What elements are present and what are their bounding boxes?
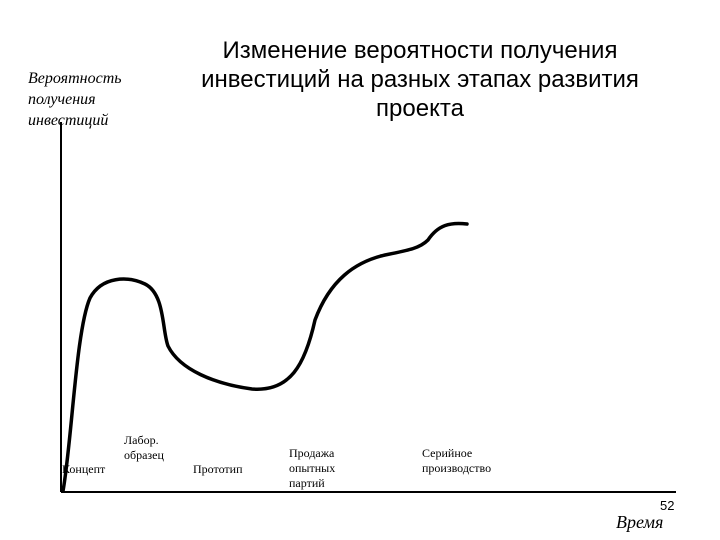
probability-curve [61,221,469,493]
stage-label-line: образец [124,448,164,462]
stage-label-line: партий [289,476,325,490]
stage-concept: Концепт [62,462,105,477]
y-axis-label-line: Вероятность [28,70,122,87]
stage-label-line: Лабор. [124,433,159,447]
stage-pilot-sales: Продажа опытных партий [289,446,335,491]
x-axis-label: Время [616,512,664,532]
stage-label-line: производство [422,461,492,475]
title-line: проекта [376,95,464,122]
stage-lab-sample: Лабор. образец [124,433,164,463]
stage-label-line: Концепт [62,462,106,476]
title-line: Изменение вероятности получения [222,37,618,64]
y-axis-label-line: получения [28,91,96,108]
title-line: инвестиций на разных этапах развития [201,66,639,93]
y-axis-label: Вероятность получения инвестиций [28,68,122,131]
stage-prototype: Прототип [193,462,243,477]
stage-label-line: Прототип [193,462,243,476]
stage-label-line: Серийное [422,446,473,460]
y-axis-label-line: инвестиций [28,112,109,129]
stage-serial-production: Серийное производство [422,446,491,476]
page-number: 52 [660,498,675,513]
slide-title: Изменение вероятности получения инвестиц… [150,36,690,123]
stage-label-line: опытных [289,461,336,475]
stage-label-line: Продажа [289,446,335,460]
